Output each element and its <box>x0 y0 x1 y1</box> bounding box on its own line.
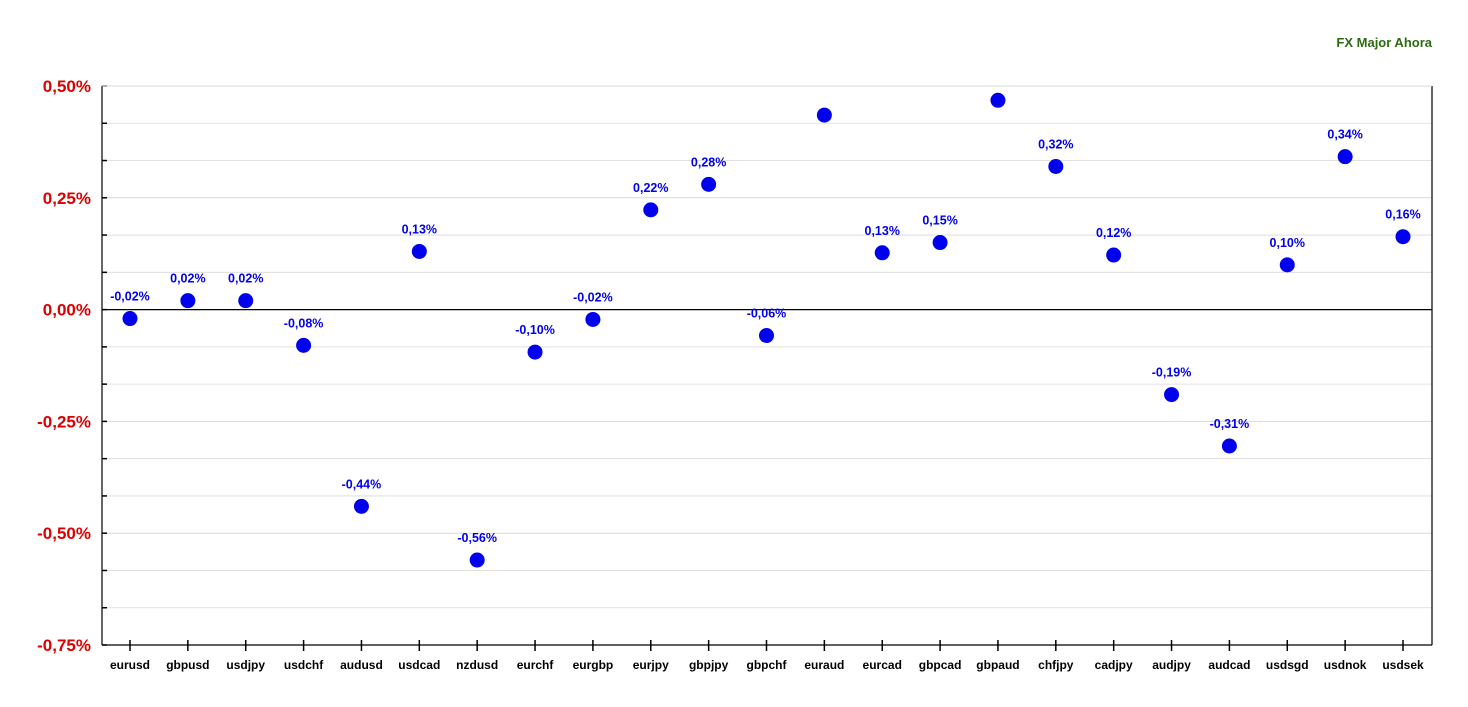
data-point-usdsek <box>1395 229 1411 245</box>
legend-label: FX Major Ahora <box>1336 35 1432 50</box>
y-tick-label: -0,25% <box>37 412 91 431</box>
data-point-eurchf <box>527 344 543 360</box>
data-label-usdjpy: 0,02% <box>228 272 263 286</box>
x-tick-label: eurcad <box>863 658 902 672</box>
x-tick-label: gbpchf <box>747 658 788 672</box>
data-point-usdnok <box>1337 149 1353 165</box>
data-point-gbpchf <box>759 328 774 344</box>
data-label-gbpusd: 0,02% <box>170 272 205 286</box>
y-tick-label: -0,75% <box>37 636 91 655</box>
x-tick-label: audcad <box>1208 658 1250 672</box>
axis-layer <box>101 85 1433 651</box>
data-point-eurgbp <box>585 311 601 327</box>
data-point-gbpaud <box>990 92 1006 108</box>
x-tick-label: euraud <box>804 658 844 672</box>
data-label-nzdusd: -0,56% <box>457 531 497 545</box>
data-point-audjpy <box>1164 387 1180 403</box>
data-point-gbpcad <box>932 235 948 251</box>
data-label-gbpjpy: 0,28% <box>691 155 726 169</box>
data-point-eurcad <box>874 245 890 261</box>
data-label-gbpchf: -0,06% <box>747 307 787 321</box>
x-tick-label: audusd <box>340 658 383 672</box>
data-point-audusd <box>353 498 369 514</box>
x-tick-label: eurjpy <box>633 658 669 672</box>
x-tick-label: usdcad <box>398 658 440 672</box>
data-label-eurchf: -0,10% <box>515 323 555 337</box>
data-label-eurcad: 0,13% <box>865 224 900 238</box>
tick-label-layer: 0,50% 0,25% 0,00% -0,25% -0,50% -0,75% eurusd g… <box>37 77 1424 672</box>
data-label-audusd: -0,44% <box>342 477 382 491</box>
data-point-cadjpy <box>1106 247 1122 263</box>
y-tick-label: 0,00% <box>43 301 91 320</box>
x-tick-label: cadjpy <box>1095 658 1133 672</box>
x-tick-label: usdsek <box>1382 658 1424 672</box>
data-point-eurusd <box>122 311 138 327</box>
x-tick-label: gbpusd <box>166 658 209 672</box>
data-label-usdchf: -0,08% <box>284 316 324 330</box>
data-label-eurusd: -0,02% <box>110 290 150 304</box>
x-tick-label: audjpy <box>1152 658 1191 672</box>
x-tick-label: chfjpy <box>1038 658 1074 672</box>
x-tick-label: gbpcad <box>919 658 962 672</box>
data-label-chfjpy: 0,32% <box>1038 137 1073 151</box>
data-point-usdchf <box>296 337 312 353</box>
data-point-chfjpy <box>1048 158 1064 174</box>
data-point-euraud <box>816 107 832 123</box>
x-tick-label: usdsgd <box>1266 658 1309 672</box>
x-tick-label: eurchf <box>517 658 555 672</box>
y-tick-label: -0,50% <box>37 524 91 543</box>
data-label-usdsek: 0,16% <box>1385 208 1420 222</box>
data-label-gbpcad: 0,15% <box>922 214 957 228</box>
data-label-eurjpy: 0,22% <box>633 181 668 195</box>
x-tick-label: gbpjpy <box>689 658 729 672</box>
data-point-nzdusd <box>469 552 485 568</box>
data-point-eurjpy <box>643 202 659 218</box>
y-tick-label: 0,25% <box>43 189 91 208</box>
data-label-audjpy: -0,19% <box>1152 366 1192 380</box>
data-point-audcad <box>1221 438 1237 454</box>
data-label-usdcad: 0,13% <box>402 222 437 236</box>
data-label-audcad: -0,31% <box>1210 417 1250 431</box>
data-label-usdnok: 0,34% <box>1327 128 1362 142</box>
data-point-gbpusd <box>180 293 196 309</box>
data-point-usdsgd <box>1279 257 1295 273</box>
data-label-cadjpy: 0,12% <box>1096 226 1131 240</box>
data-label-usdsgd: 0,10% <box>1270 236 1305 250</box>
x-tick-label: eurusd <box>110 658 150 672</box>
data-label-eurgbp: -0,02% <box>573 290 613 304</box>
x-tick-label: nzdusd <box>456 658 498 672</box>
x-tick-label: usdnok <box>1324 658 1367 672</box>
x-tick-label: usdchf <box>284 658 324 672</box>
grid-layer <box>102 122 1432 609</box>
x-tick-label: eurgbp <box>573 658 614 672</box>
y-tick-label: 0,50% <box>43 77 91 96</box>
x-tick-label: gbpaud <box>976 658 1019 672</box>
data-point-layer: -0,02% 0,02% 0,02% -0,08% -0,44% 0,13% -0,56% -… <box>110 92 1421 568</box>
data-point-gbpjpy <box>701 176 717 192</box>
data-point-usdjpy <box>238 293 254 309</box>
data-point-usdcad <box>411 243 427 259</box>
x-tick-label: usdjpy <box>226 658 265 672</box>
